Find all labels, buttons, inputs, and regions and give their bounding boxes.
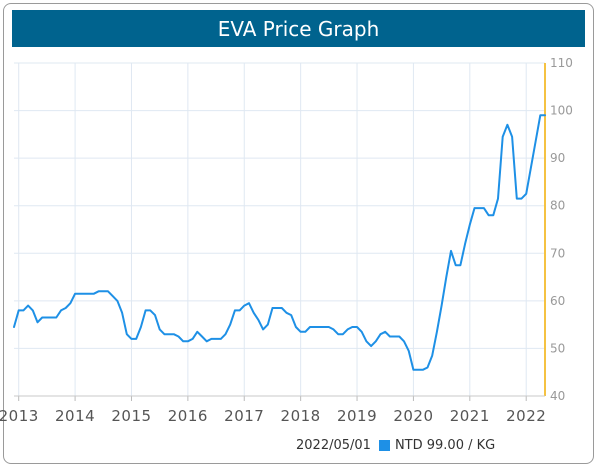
y-tick-label: 110 [550,56,573,70]
x-tick-label: 2016 [168,407,208,425]
x-tick-label: 2019 [337,407,377,425]
legend-swatch [378,439,390,451]
chart-title: EVA Price Graph [217,16,380,41]
y-tick-label: 60 [550,294,565,308]
legend: 2022/05/01 NTD 99.00 / KG [296,436,495,454]
series-layer [13,114,546,371]
series-line[interactable] [13,114,546,371]
x-tick-label: 2021 [450,407,490,425]
x-tick-label: 2015 [111,407,151,425]
y-tick-label: 70 [550,246,565,260]
x-tick-label: 2017 [224,407,264,425]
legend-value: NTD 99.00 / KG [394,437,496,453]
x-tick-label: 2018 [281,407,321,425]
y-axis: 40 50 60 70 80 90 100 110 [544,56,573,403]
chart-frame [3,3,594,464]
y-tick-label: 100 [550,104,573,118]
y-tick-label: 90 [550,151,565,165]
legend-date: 2022/05/01 [296,437,371,453]
grid-lines [14,62,545,397]
chart-header: EVA Price Graph [12,10,585,47]
y-tick-label: 50 [550,341,565,355]
x-tick-label: 2014 [55,407,95,425]
y-tick-label: 80 [550,199,565,213]
x-tick-label: 2022 [506,407,546,425]
x-tick-label: 2020 [393,407,433,425]
x-axis: 2013 2014 2015 2016 2017 2018 2019 2020 2021 2022 [0,395,546,425]
y-tick-label: 40 [550,389,565,403]
x-tick-label: 2013 [0,407,39,425]
